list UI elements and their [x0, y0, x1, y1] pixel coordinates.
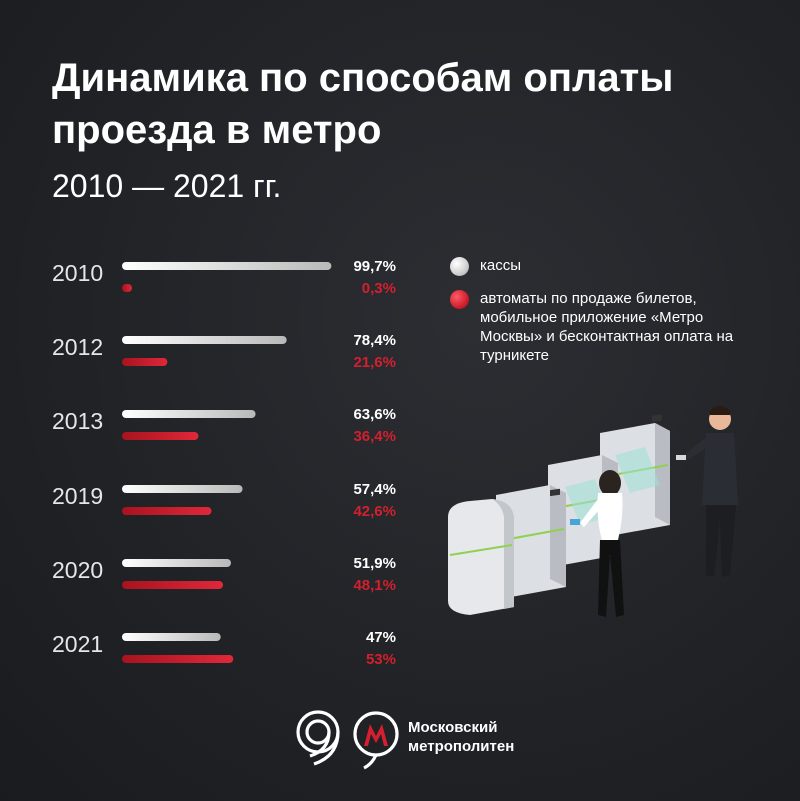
year-label: 2021 [52, 631, 103, 657]
moscow-metro-logo [296, 710, 399, 770]
value-label-automated: 53% [366, 651, 396, 668]
value-label-cashier: 51,9% [353, 555, 396, 572]
year-label: 2013 [52, 408, 103, 434]
value-label-cashier: 78,4% [353, 332, 396, 349]
value-label-automated: 48,1% [353, 577, 396, 594]
bar-cashier [122, 262, 332, 270]
chart-subtitle: 2010 — 2021 гг. [52, 168, 282, 204]
bar-cashier [122, 485, 243, 493]
value-label-automated: 36,4% [353, 428, 396, 445]
bar-cashier [122, 410, 256, 418]
value-label-cashier: 63,6% [353, 406, 396, 423]
year-label: 2010 [52, 260, 103, 286]
value-label-automated: 0,3% [362, 280, 396, 297]
turnstile-illustration [448, 406, 738, 617]
chart-title: Динамика по способам оплаты проезда в ме… [52, 56, 674, 152]
value-label-cashier: 47% [366, 629, 396, 646]
bar-cashier [122, 633, 221, 641]
logo-text: Московский метрополитен [408, 718, 514, 756]
bar-automated [122, 284, 132, 292]
logo-line-1: Московский [408, 719, 498, 736]
bar-chart: 2010 99,7% 0,3% 2012 78,4% 21,6% 2013 63,6% 36,4… [52, 258, 396, 668]
legend-label-cashier: кассы [480, 257, 522, 274]
bar-cashier [122, 559, 231, 567]
legend: кассы автоматы по продаже билетов, мобил… [450, 256, 760, 379]
bar-automated [122, 507, 212, 515]
year-label: 2020 [52, 557, 103, 583]
value-label-cashier: 99,7% [353, 258, 396, 275]
legend-label-automated: автоматы по продаже билетов, мобильное п… [480, 290, 734, 364]
woman-figure-icon [570, 470, 624, 617]
year-label: 2012 [52, 334, 103, 360]
value-label-automated: 21,6% [353, 354, 396, 371]
bar-automated [122, 655, 234, 663]
man-figure-icon [676, 406, 738, 577]
value-label-automated: 42,6% [353, 503, 396, 520]
bar-automated [122, 432, 199, 440]
bar-cashier [122, 336, 287, 344]
turnstile-gate-icon [448, 414, 670, 615]
bar-automated [122, 581, 224, 589]
year-label: 2019 [52, 483, 103, 509]
legend-dot-white-icon [450, 257, 469, 276]
bar-automated [122, 358, 168, 366]
legend-dot-red-icon [450, 290, 469, 309]
value-label-cashier: 57,4% [353, 481, 396, 498]
legend-item-cashier: кассы [450, 256, 760, 276]
legend-item-automated: автоматы по продаже билетов, мобильное п… [450, 289, 760, 365]
logo-line-2: метрополитен [408, 738, 515, 755]
